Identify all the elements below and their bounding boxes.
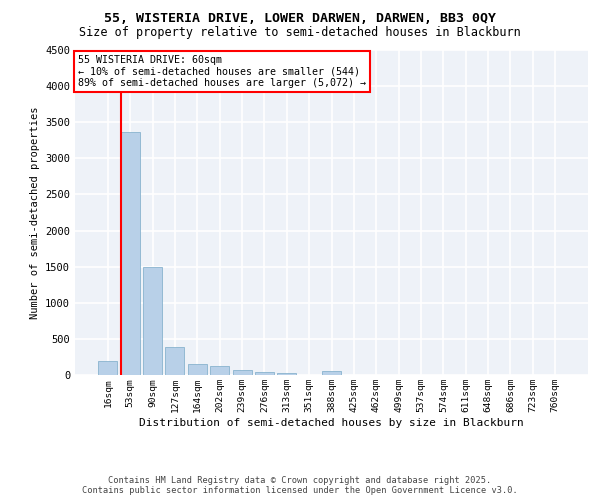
- Text: Size of property relative to semi-detached houses in Blackburn: Size of property relative to semi-detach…: [79, 26, 521, 39]
- Bar: [210, 366, 229, 375]
- Bar: [166, 347, 184, 375]
- Text: 55, WISTERIA DRIVE, LOWER DARWEN, DARWEN, BB3 0QY: 55, WISTERIA DRIVE, LOWER DARWEN, DARWEN…: [104, 12, 496, 24]
- Bar: [277, 373, 296, 375]
- Bar: [255, 372, 274, 375]
- Bar: [188, 364, 207, 375]
- Y-axis label: Number of semi-detached properties: Number of semi-detached properties: [29, 106, 40, 319]
- Bar: [143, 266, 162, 375]
- Text: 55 WISTERIA DRIVE: 60sqm
← 10% of semi-detached houses are smaller (544)
89% of : 55 WISTERIA DRIVE: 60sqm ← 10% of semi-d…: [77, 55, 365, 88]
- X-axis label: Distribution of semi-detached houses by size in Blackburn: Distribution of semi-detached houses by …: [139, 418, 524, 428]
- Bar: [98, 360, 118, 375]
- Bar: [322, 372, 341, 375]
- Text: Contains HM Land Registry data © Crown copyright and database right 2025.
Contai: Contains HM Land Registry data © Crown c…: [82, 476, 518, 495]
- Bar: [121, 132, 140, 375]
- Bar: [233, 370, 251, 375]
